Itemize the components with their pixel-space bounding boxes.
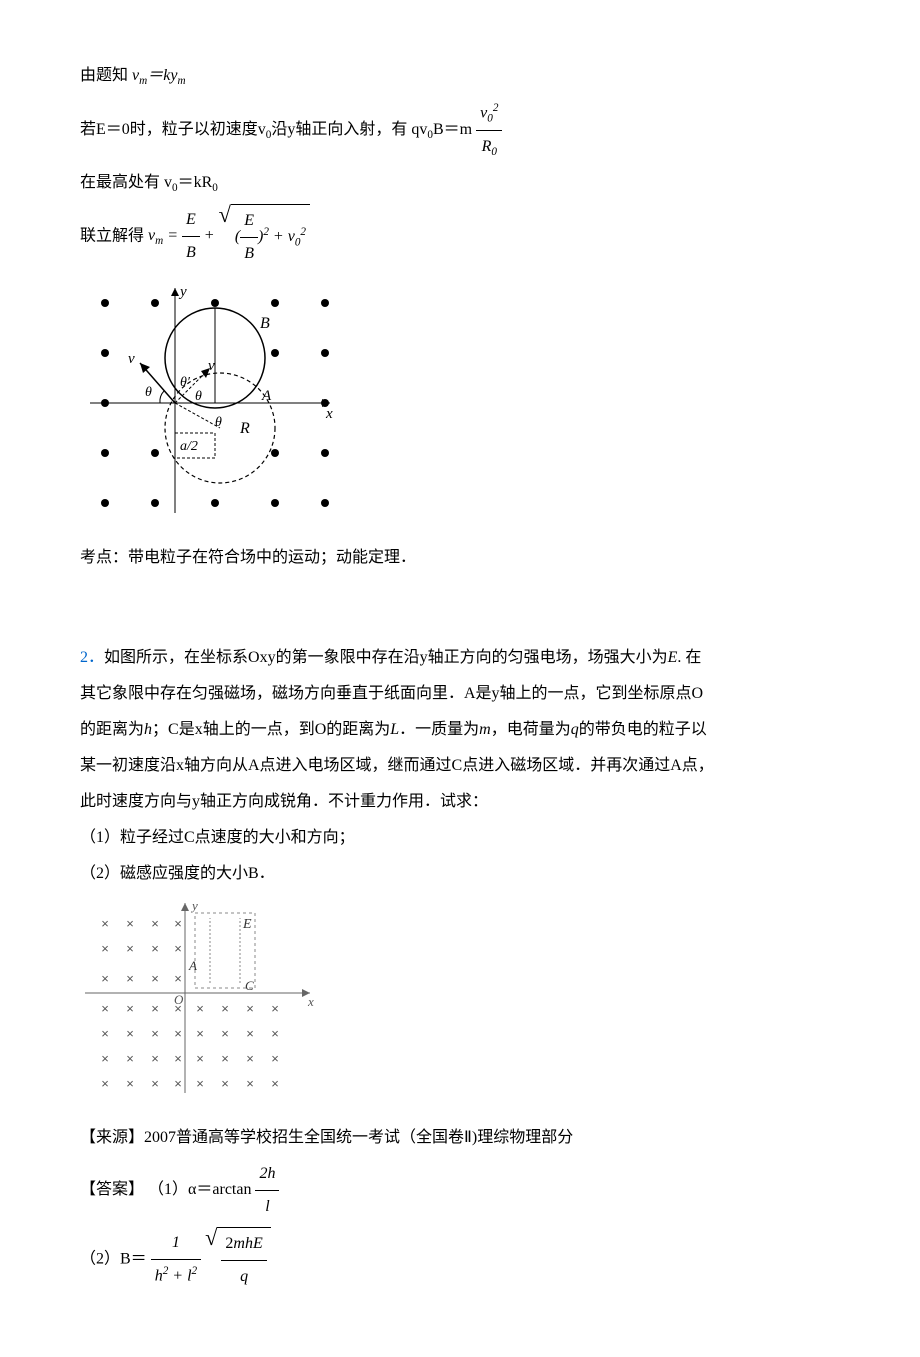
svg-text:×: × [126,916,134,931]
svg-text:×: × [196,1001,204,1016]
question-2-sub2: （2）磁感应强度的大小B． [80,858,840,890]
fraction-1-h2l2: 1 h2 + l2 [151,1227,201,1292]
question-2-line2: 其它象限中存在匀强磁场，磁场方向垂直于纸面向里．A是y轴上的一点，它到坐标原点O [80,678,840,710]
svg-text:×: × [101,1051,109,1066]
svg-text:×: × [221,1076,229,1091]
svg-text:×: × [174,916,182,931]
svg-text:×: × [174,941,182,956]
a-half-label: a/2 [180,439,198,454]
question-2-line4: 某一初速度沿x轴方向从A点进入电场区域，继而通过C点进入磁场区域．并再次通过A点… [80,750,840,782]
svg-text:×: × [246,1076,254,1091]
svg-text:×: × [101,916,109,931]
axis-y-label: y [178,284,187,300]
svg-text:×: × [271,1001,279,1016]
svg-text:×: × [126,1076,134,1091]
svg-text:×: × [151,1076,159,1091]
svg-text:×: × [151,941,159,956]
axis-x-label: x [307,994,314,1009]
question-number: 2． [80,649,104,666]
fraction-e-b: E B [182,204,200,269]
svg-text:×: × [126,1026,134,1041]
question-2: 2．如图所示，在坐标系Oxy的第一象限中存在沿y轴正方向的匀强电场，场强大小为E… [80,642,840,674]
svg-text:×: × [126,1051,134,1066]
velocity-v2-label: v [208,358,215,374]
question-2-line3: 的距离为h；C是x轴上的一点，到O的距离为L．一质量为m，电荷量为q的带负电的粒… [80,714,840,746]
svg-text:×: × [246,1051,254,1066]
answer-line-1: 【答案】 （1）α＝arctan 2h l [80,1158,840,1223]
svg-text:×: × [126,971,134,986]
svg-text:×: × [151,916,159,931]
point-a-label: A [261,388,272,404]
svg-text:×: × [126,941,134,956]
svg-text:×: × [174,971,182,986]
point-a-label: A [188,958,197,973]
svg-text:×: × [271,1051,279,1066]
svg-text:×: × [174,1001,182,1016]
svg-text:×: × [151,1051,159,1066]
answer-line-2: （2）B＝ 1 h2 + l2 √ 2mhE q [80,1227,840,1293]
velocity-v1-label: v [128,351,135,367]
svg-text:×: × [271,1076,279,1091]
question-2-line5: 此时速度方向与y轴正方向成锐角．不计重力作用．试求： [80,786,840,818]
sqrt-expression: √(EB)2 + v02 [219,204,310,270]
solution-line-1: 由题知 vm＝kym [80,60,840,93]
sqrt-2mhe-q: √ 2mhE q [205,1227,271,1293]
svg-text:×: × [196,1051,204,1066]
theta4-label: θ [215,415,222,430]
svg-text:×: × [174,1026,182,1041]
svg-text:×: × [101,1026,109,1041]
svg-text:×: × [101,1001,109,1016]
fraction-v0sq-r0: v02 R0 [476,97,502,164]
kaodian-label: 考点：带电粒子在符合场中的运动；动能定理． [80,542,840,574]
svg-text:×: × [246,1001,254,1016]
fraction-2h-l: 2h l [255,1158,279,1223]
solution-line-2: 若E＝0时，粒子以初速度v0沿y轴正向入射，有 qv0B＝m v02 R0 [80,97,840,164]
svg-text:×: × [174,1076,182,1091]
point-b-label: B [260,315,270,332]
svg-text:×: × [101,971,109,986]
svg-text:×: × [271,1026,279,1041]
solution-line-4: 联立解得 vm = E B + √(EB)2 + v02 [80,204,840,270]
svg-text:×: × [221,1051,229,1066]
axis-x-label: x [325,406,333,422]
efield-label: E [242,917,252,932]
svg-text:×: × [196,1026,204,1041]
theta1-label: θ [145,385,152,400]
svg-text:×: × [101,941,109,956]
svg-text:×: × [174,1051,182,1066]
point-c-label: C [245,978,254,993]
svg-text:×: × [151,1001,159,1016]
svg-text:×: × [151,971,159,986]
svg-text:×: × [151,1026,159,1041]
theta2-label: θ′ [180,375,191,390]
svg-text:×: × [196,1076,204,1091]
diagram-field-quadrants: y x O E A C ×××× ×××× ×××× ×××× ×××× ×××… [80,898,840,1110]
svg-text:×: × [221,1001,229,1016]
svg-text:×: × [101,1076,109,1091]
svg-text:×: × [246,1026,254,1041]
svg-text:×: × [126,1001,134,1016]
diagram-magnetic-field-circles: y x B R A v v θ θ′ θ θ a/2 [80,278,840,530]
svg-text:×: × [221,1026,229,1041]
theta3-label: θ [195,389,202,404]
question-2-sub1: （1）粒子经过C点速度的大小和方向； [80,822,840,854]
source-line: 【来源】2007普通高等学校招生全国统一考试（全国卷Ⅱ)理综物理部分 [80,1122,840,1154]
axis-y-label: y [190,898,198,913]
radius-r-label: R [239,420,250,437]
text: 由题知 [80,67,132,84]
solution-line-3: 在最高处有 v0＝kR0 [80,167,840,200]
